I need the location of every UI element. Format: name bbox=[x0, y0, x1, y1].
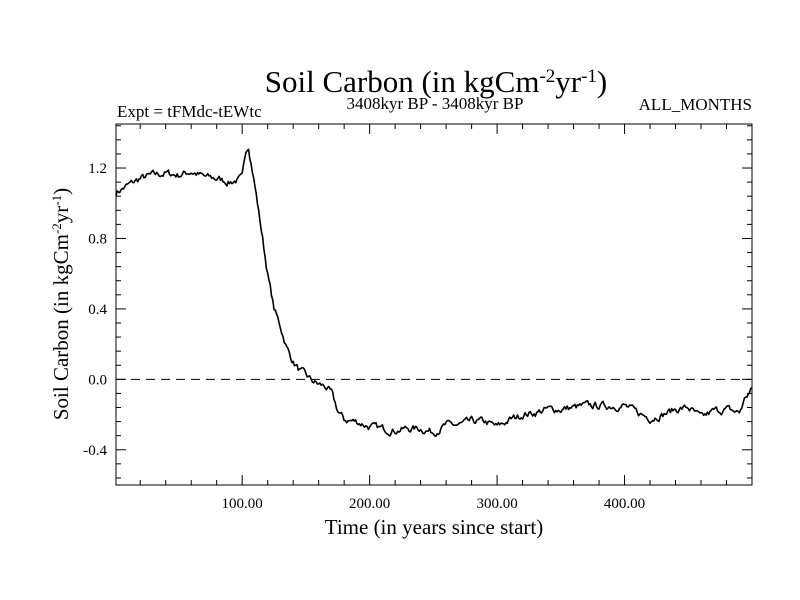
chart-title-end: ) bbox=[597, 64, 607, 99]
y-tick-label: 0.8 bbox=[88, 231, 107, 247]
subtitle-center: 3408kyr BP - 3408kyr BP bbox=[347, 94, 524, 113]
plot-frame bbox=[115, 123, 753, 486]
x-tick-label: 100.00 bbox=[222, 496, 263, 512]
y-axis-label-mid: yr bbox=[49, 206, 73, 224]
tick-labels: 100.00 200.00 300.00 400.00 1.2 0.8 0.4 0.0 -0.4 bbox=[83, 161, 645, 512]
y-tick-label: 1.2 bbox=[88, 161, 107, 177]
chart-title-main: Soil Carbon (in kgCm bbox=[265, 64, 540, 99]
minor-ticks bbox=[116, 124, 752, 485]
x-axis-label: Time (in years since start) bbox=[325, 515, 544, 539]
y-axis-label: Soil Carbon (in kgCm-2yr-1) bbox=[49, 188, 74, 420]
y-tick-label: 0.0 bbox=[88, 372, 107, 388]
y-tick-label: 0.4 bbox=[88, 302, 107, 318]
x-tick-label: 200.00 bbox=[349, 496, 390, 512]
y-tick-label: -0.4 bbox=[83, 443, 107, 459]
chart-title-sup2: -1 bbox=[581, 66, 597, 87]
major-ticks bbox=[116, 124, 752, 485]
y-axis-label-sup2: -1 bbox=[49, 195, 64, 206]
chart-title: Soil Carbon (in kgCm-2yr-1) bbox=[265, 64, 608, 99]
x-tick-label: 300.00 bbox=[476, 496, 517, 512]
y-axis-label-main: Soil Carbon (in kgCm bbox=[49, 234, 73, 420]
soil-carbon-series-line bbox=[115, 148, 753, 438]
x-tick-label: 400.00 bbox=[604, 496, 645, 512]
chart-title-sup1: -2 bbox=[539, 66, 555, 87]
subtitle-left: Expt = tFMdc-tEWtc bbox=[117, 102, 262, 121]
chart-title-mid: yr bbox=[555, 64, 582, 99]
y-axis-label-end: ) bbox=[49, 188, 73, 195]
subtitle-right: ALL_MONTHS bbox=[639, 95, 752, 114]
y-axis-label-sup1: -2 bbox=[49, 223, 64, 234]
